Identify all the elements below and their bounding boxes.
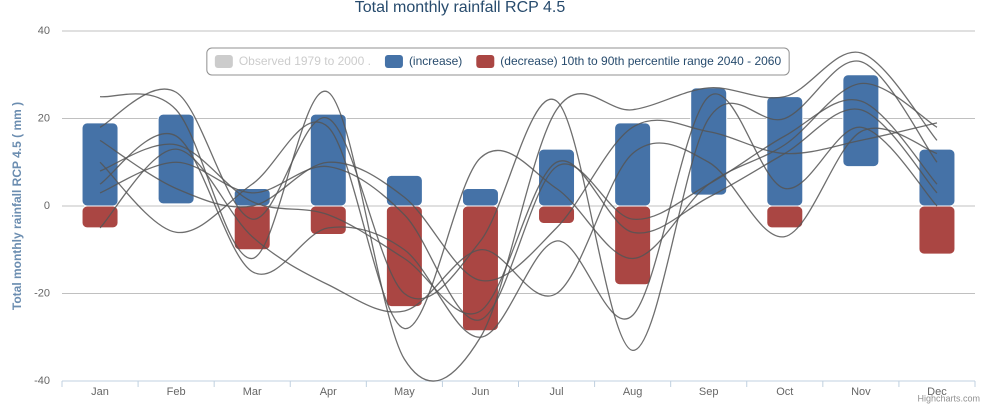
credits: Highcharts.com [917,393,980,403]
range-bar [81,205,119,229]
x-tick-label: Aug [623,386,643,398]
observed-line [99,93,938,338]
observed-line [99,99,938,321]
range-bar [614,205,652,286]
y-tick-label: -40 [34,375,50,387]
x-tick-label: Oct [776,386,793,398]
range-bar [538,205,576,224]
y-tick-label: 40 [38,25,50,37]
range-bar [385,205,423,308]
x-tick-label: Feb [167,386,186,398]
observed-line [99,119,938,282]
range-bar [461,205,499,332]
legend-label: (decrease) 10th to 90th percentile range… [500,54,781,68]
y-tick-label: 0 [44,200,50,212]
x-tick-label: Mar [243,386,262,398]
range-bar [918,148,956,207]
x-tick-label: Jul [550,386,564,398]
x-tick-label: Apr [320,386,337,398]
range-bar [385,174,423,207]
observed-line [99,51,938,382]
x-tick-label: Jun [472,386,490,398]
x-tick-label: May [394,386,415,398]
x-tick-label: Sep [699,386,719,398]
x-tick-label: Dec [927,386,947,398]
legend-symbol [476,55,495,68]
y-tick-label: -20 [34,287,50,299]
y-tick-label: 20 [38,112,50,124]
observed-line [99,108,938,315]
observed-line [99,82,938,330]
x-tick-label: Nov [851,386,871,398]
range-bar [614,122,652,207]
x-tick-label: Jan [91,386,109,398]
legend-symbol [214,55,233,68]
legend-box [206,47,790,76]
range-bar [461,188,499,207]
legend-label: (increase) [409,54,462,68]
observed-line [99,60,938,352]
range-bar [918,205,956,255]
chart-title: Total monthly rainfall RCP 4.5 [355,0,566,16]
legend-label: Observed 1979 to 2000 . [239,54,371,68]
y-axis-label: Total monthly rainfall RCP 4.5 ( mm ) [10,102,24,310]
range-bar [690,87,728,196]
legend-symbol [384,55,403,68]
observed-line [99,127,938,313]
range-bar [157,113,195,205]
range-bar [766,205,804,229]
legend: Observed 1979 to 2000 . (increase) (decrea… [214,54,781,68]
